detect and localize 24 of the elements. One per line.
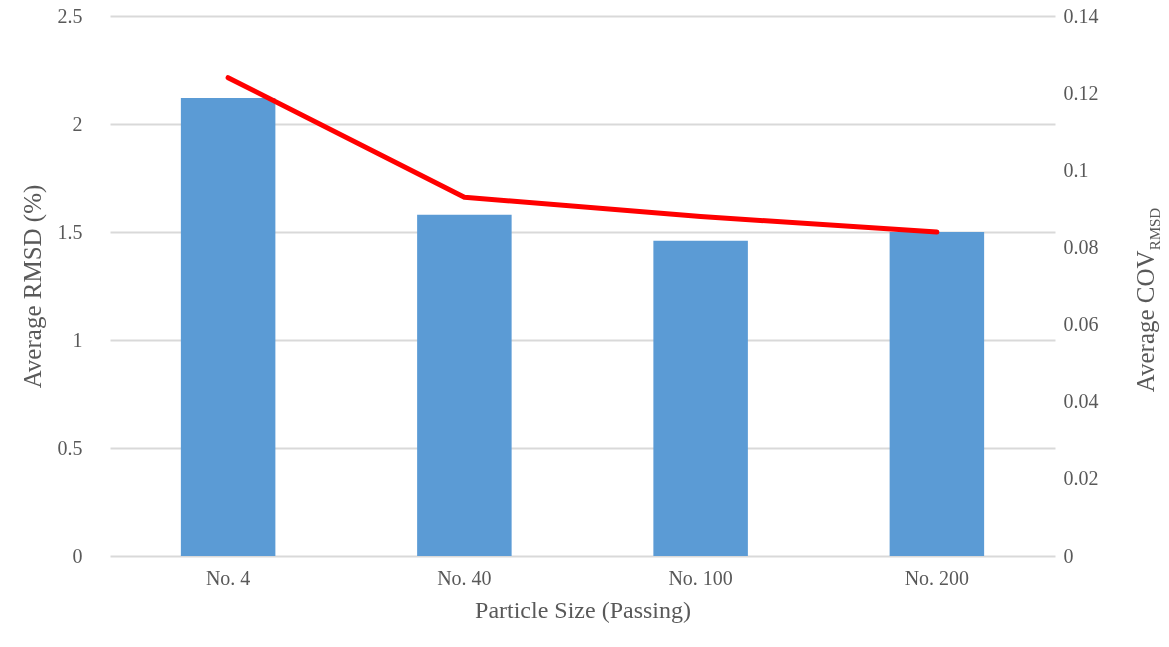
y-tick-label: 0	[72, 544, 83, 567]
y-axis-title: Average RMSD (%)	[18, 184, 47, 389]
y2-tick-label: 0.1	[1063, 158, 1089, 181]
y-tick-label: 1	[72, 328, 83, 351]
y2-tick-label: 0.08	[1063, 235, 1099, 258]
y-tick-label: 2.5	[57, 4, 83, 27]
y2-tick-label: 0.02	[1063, 467, 1099, 490]
bar	[417, 214, 512, 556]
y-tick-label: 2	[72, 112, 83, 135]
y2-tick-label: 0.06	[1063, 313, 1099, 336]
y2-tick-label: 0.14	[1063, 4, 1099, 27]
x-axis-title: Particle Size (Passing)	[475, 596, 691, 623]
y2-tick-label: 0.04	[1063, 390, 1099, 413]
y-tick-label: 0.5	[57, 436, 83, 459]
y-tick-label: 1.5	[57, 220, 83, 243]
bar	[889, 232, 985, 556]
bar	[653, 240, 748, 556]
y2-tick-label: 0	[1063, 544, 1074, 567]
y2-tick-label: 0.12	[1063, 81, 1099, 104]
x-tick-label: No. 100	[668, 566, 733, 589]
x-tick-label: No. 4	[205, 566, 251, 589]
x-tick-label: No. 200	[904, 566, 970, 589]
x-tick-label: No. 40	[437, 566, 492, 589]
bar	[180, 98, 276, 556]
